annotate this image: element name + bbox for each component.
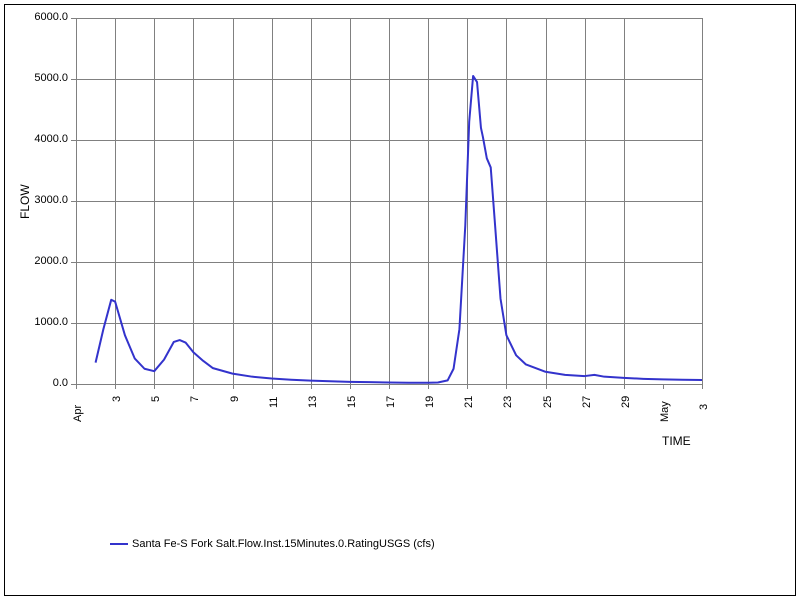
legend-swatch [110, 543, 128, 545]
legend-label: Santa Fe-S Fork Salt.Flow.Inst.15Minutes… [132, 538, 435, 550]
line-series [0, 0, 800, 600]
